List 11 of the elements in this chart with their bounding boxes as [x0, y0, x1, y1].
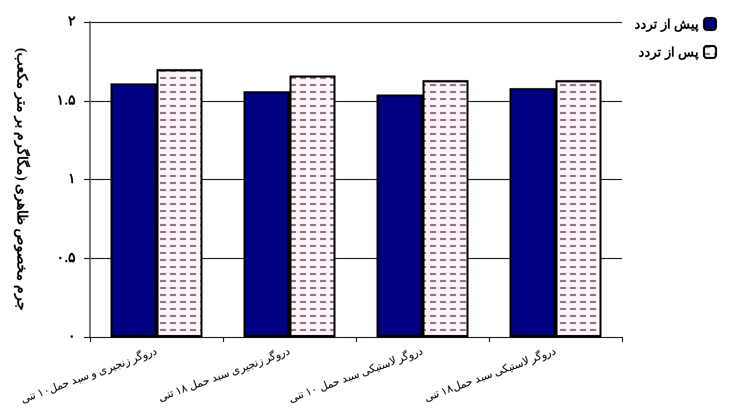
y-tick-label: ۱.۵ [56, 93, 76, 108]
y-tick-label: ۱ [68, 172, 76, 187]
y-axis-title: جرم مخصوص ظاهری (مگاگرم بر متر مکعب) [14, 48, 30, 312]
legend-label: پیش از تردد [634, 16, 699, 32]
y-tick-label: ۰ [68, 330, 76, 344]
y-tick-label: ۰.۵ [56, 250, 76, 266]
y-tick-label: ۲ [68, 14, 76, 30]
x-tick-label: دروگر زنجیری سبد حمل ۱۸ تنی [156, 344, 292, 404]
legend-label: پس از تردد [638, 44, 699, 60]
x-tick-label: دروگر لاستیکی سبد حمل۱۸ تنی [422, 344, 558, 404]
x-tick-label: دروگر زنجیری و سبد حمل۱۰ تنی [19, 344, 159, 406]
